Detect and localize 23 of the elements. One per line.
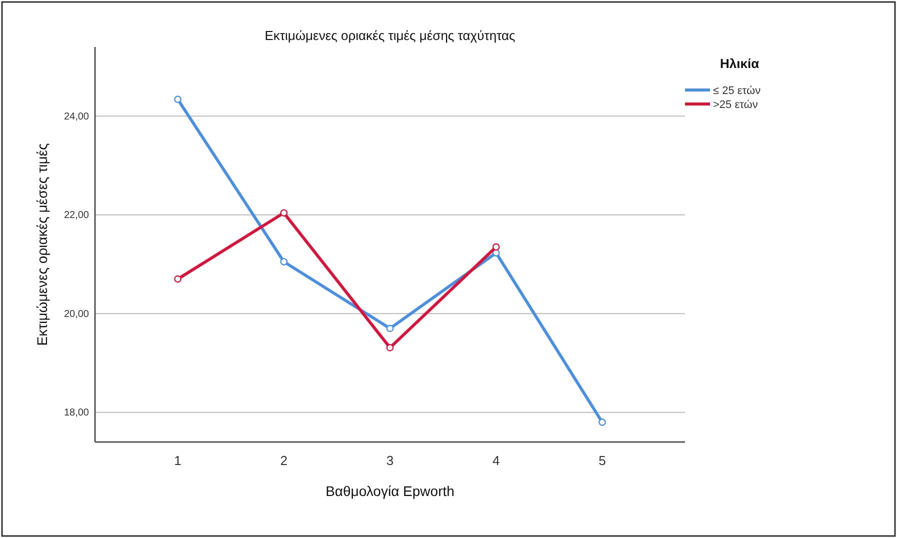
point	[386, 324, 394, 332]
x-tick-label: 2	[280, 453, 288, 468]
point	[492, 243, 500, 251]
x-tick-label: 4	[492, 453, 500, 468]
point	[280, 209, 288, 217]
y-tick-label: 20,00	[64, 308, 90, 320]
point	[174, 275, 182, 283]
legend-label: ≤ 25 ετών	[713, 85, 762, 97]
point	[174, 96, 182, 104]
x-tick-label: 3	[386, 453, 394, 468]
x-tick-label: 1	[174, 453, 182, 468]
point	[386, 344, 394, 352]
x-tick-label: 5	[598, 453, 606, 468]
point	[598, 418, 606, 426]
y-axis-title: Εκτιμώμενες οριακές μέσες τιμές	[34, 142, 50, 346]
y-tick-label: 18,00	[64, 408, 90, 419]
x-axis-title: Βαθμολογία Epworth	[326, 483, 454, 499]
chart-title: Εκτιμώμενες οριακές τιμές μέσης ταχύτητας	[264, 28, 516, 43]
point	[280, 258, 288, 266]
y-tick-label: 22,00	[64, 210, 90, 222]
legend-title: Ηλικία	[720, 56, 760, 71]
legend-label: >25 ετών	[713, 99, 758, 111]
y-tick-label: 24,00	[64, 111, 90, 122]
